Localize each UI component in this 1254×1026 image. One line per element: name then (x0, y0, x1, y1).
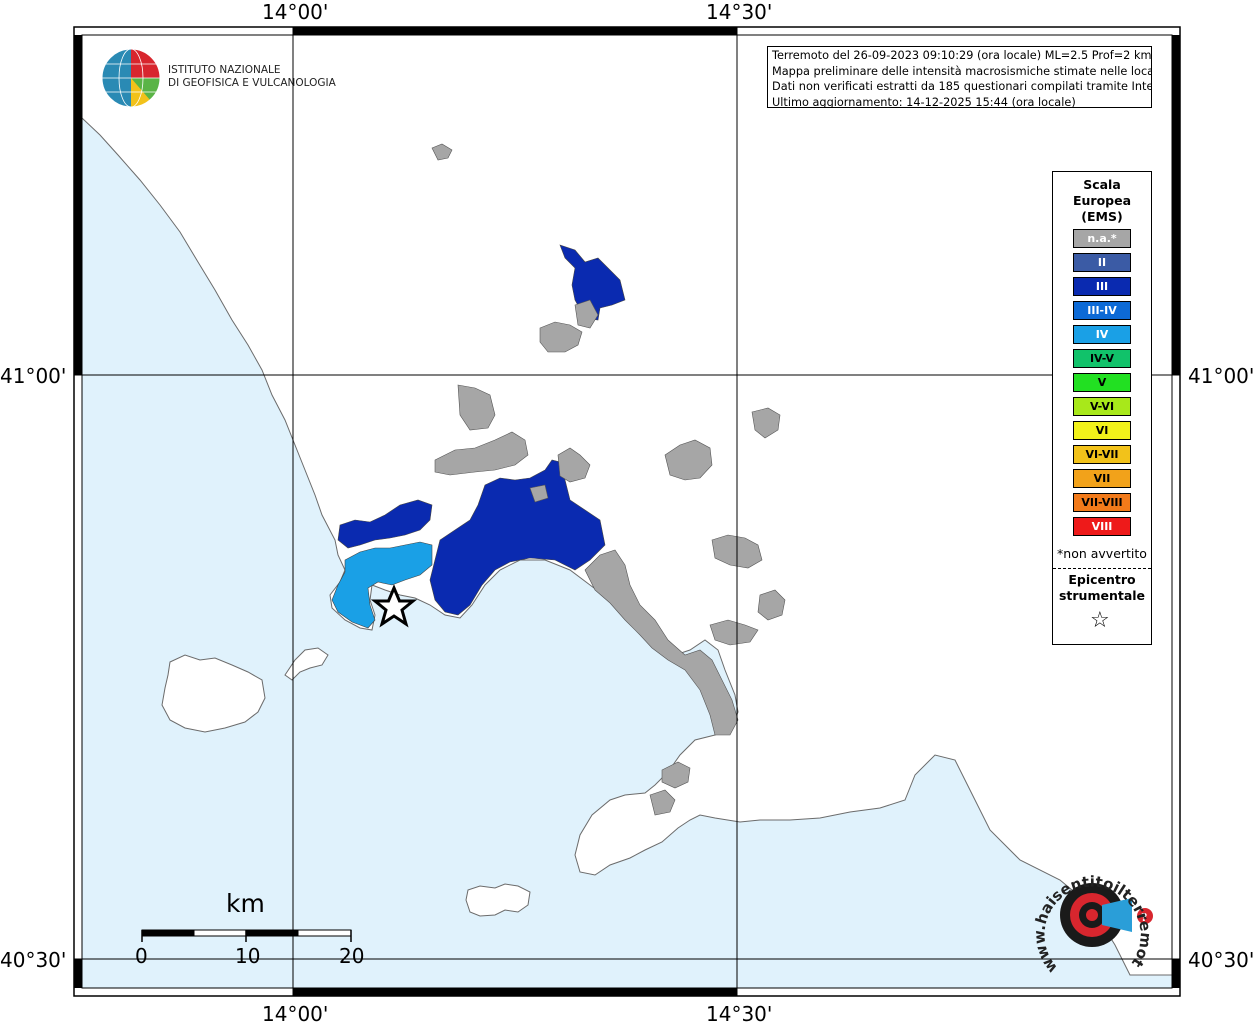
lon-label-top-14-00: 14°00' (262, 0, 329, 24)
legend-title: Scala Europea (EMS) (1053, 177, 1151, 225)
event-info-line3: Dati non verificati estratti da 185 ques… (772, 80, 1152, 93)
legend-title-line2: Europea (1072, 193, 1132, 208)
scale-bar-unit: km (226, 889, 265, 918)
legend-item-vii: VII (1073, 469, 1131, 488)
event-info-line1: Terremoto del 26-09-2023 09:10:29 (ora l… (772, 49, 1152, 62)
lat-label-left-40-30: 40°30' (0, 948, 67, 972)
ingv-logo-line2: DI GEOFISICA E VULCANOLOGIA (168, 77, 336, 89)
svg-text:?: ? (1141, 911, 1147, 924)
legend-epicenter-line2: strumentale (1058, 588, 1146, 603)
haisentito-logo-icon: ? (1060, 883, 1153, 947)
map-frame (73, 26, 1181, 997)
legend-item-iii: III (1073, 277, 1131, 296)
event-info-box: Terremoto del 26-09-2023 09:10:29 (ora l… (767, 46, 1152, 108)
lat-label-right-41-00: 41°00' (1188, 364, 1254, 388)
island-procida (284, 647, 329, 681)
legend-epicenter-title: Epicentro strumentale (1053, 572, 1151, 604)
legend-item-iv-v: IV-V (1073, 349, 1131, 368)
lon-label-bottom-14-30: 14°30' (706, 1002, 773, 1026)
scale-bar-label-20: 20 (339, 944, 365, 968)
legend-item-n-a: n.a.* (1073, 229, 1131, 248)
legend-item-vi-vii: VI-VII (1073, 445, 1131, 464)
legend-item-v: V (1073, 373, 1131, 392)
lon-label-top-14-30: 14°30' (706, 0, 773, 24)
intensity-III-areas (337, 244, 626, 616)
lat-label-right-40-30: 40°30' (1188, 948, 1254, 972)
scale-bar (141, 929, 352, 942)
legend-separator (1053, 568, 1151, 569)
ingv-logo-text: ISTITUTO NAZIONALE DI GEOFISICA E VULCAN… (168, 64, 336, 90)
legend-star-icon: ☆ (1090, 608, 1110, 633)
legend-item-ii: II (1073, 253, 1131, 272)
epicenter-star-icon (370, 584, 418, 628)
intensity-IV-areas (331, 541, 433, 629)
legend-item-vi: VI (1073, 421, 1131, 440)
scale-bar-label-0: 0 (135, 944, 148, 968)
ingv-logo-icon (101, 48, 161, 108)
legend-title-line1: Scala (1083, 177, 1121, 192)
island-ischia (161, 654, 266, 733)
legend-item-vii-viii: VII-VIII (1073, 493, 1131, 512)
graticule (74, 27, 1180, 996)
ingv-logo-line1: ISTITUTO NAZIONALE (168, 64, 281, 76)
legend-note: *non avvertito (1057, 546, 1147, 561)
lat-label-left-41-00: 41°00' (0, 364, 67, 388)
event-info-line4: Ultimo aggiornamento: 14-12-2025 15:44 (… (772, 95, 1076, 108)
legend-item-v-vi: V-VI (1073, 397, 1131, 416)
scale-bar-label-10: 10 (235, 944, 261, 968)
event-info-line2: Mappa preliminare delle intensità macros… (772, 64, 1152, 78)
not-felt-areas (431, 143, 786, 816)
intensity-legend: Scala Europea (EMS) n.a.* II III III-IV IV IV… (1052, 171, 1152, 645)
island-capri (465, 883, 531, 917)
lon-label-bottom-14-00: 14°00' (262, 1002, 329, 1026)
legend-item-viii: VIII (1073, 517, 1131, 536)
legend-title-line3: (EMS) (1081, 209, 1123, 224)
legend-item-iv: IV (1073, 325, 1131, 344)
legend-item-iii-iv: III-IV (1073, 301, 1131, 320)
legend-epicenter-line1: Epicentro (1068, 572, 1136, 587)
